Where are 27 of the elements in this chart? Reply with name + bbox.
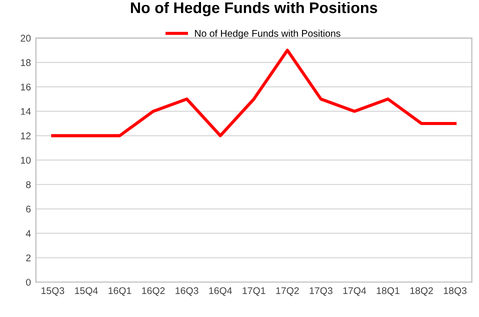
x-tick-label: 18Q1	[376, 287, 400, 296]
y-tick-label: 8	[26, 181, 31, 188]
chart-title: No of Hedge Funds with Positions	[130, 2, 378, 16]
x-tick-label: 17Q1	[242, 287, 266, 296]
y-tick-label: 14	[20, 108, 31, 115]
x-tick-label: 17Q3	[310, 287, 332, 296]
y-tick-label: 6	[26, 206, 31, 213]
x-tick-label: 15Q4	[75, 287, 98, 296]
y-tick-label: 20	[20, 34, 31, 42]
x-tick-label: 18Q2	[410, 287, 433, 296]
x-tick-label: 17Q2	[276, 287, 299, 296]
x-tick-label: 16Q4	[209, 287, 232, 296]
x-tick-label: 18Q3	[444, 287, 467, 296]
x-tick-label: 15Q3	[42, 287, 64, 296]
x-tick-label: 16Q3	[176, 287, 198, 296]
x-tick-label: 16Q1	[108, 287, 132, 296]
x-tick-label: 16Q2	[142, 287, 165, 296]
y-tick-label: 18	[20, 59, 31, 66]
y-tick-label: 2	[26, 254, 31, 262]
legend-label: No of Hedge Funds with Positions	[195, 30, 340, 39]
x-tick-label: 17Q4	[343, 287, 366, 296]
y-tick-label: 0	[26, 278, 31, 286]
line-series	[51, 48, 457, 138]
y-tick-label: 4	[26, 230, 31, 237]
y-tick-label: 12	[20, 132, 31, 140]
y-tick-label: 10	[20, 156, 31, 164]
y-tick-label: 16	[20, 84, 31, 90]
